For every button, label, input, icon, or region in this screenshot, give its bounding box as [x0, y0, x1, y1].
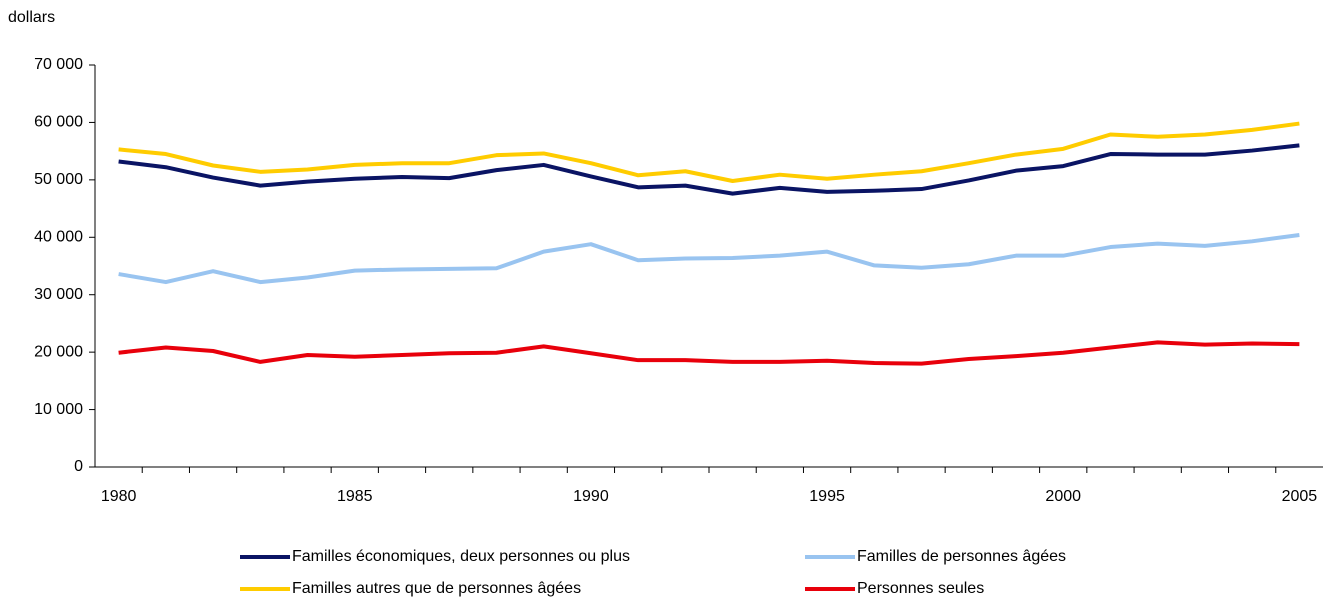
x-tick-label: 1985	[337, 488, 373, 505]
legend-label: Familles autres que de personnes âgées	[292, 580, 581, 597]
y-tick-label: 70 000	[34, 56, 83, 73]
legend-label: Personnes seules	[857, 580, 984, 597]
series-line	[118, 121, 1300, 184]
series-line	[118, 143, 1300, 196]
x-tick-label: 2005	[1282, 488, 1318, 505]
legend-label: Familles de personnes âgées	[857, 548, 1066, 565]
x-tick-label: 1995	[809, 488, 845, 505]
series-line	[118, 233, 1300, 285]
y-tick-label: 20 000	[34, 343, 83, 360]
legend-label: Familles économiques, deux personnes ou …	[292, 548, 630, 565]
x-tick-label: 1990	[573, 488, 609, 505]
y-axis-label: dollars	[8, 9, 55, 26]
y-tick-label: 40 000	[34, 229, 83, 246]
x-tick-label: 2000	[1045, 488, 1081, 505]
series-line	[118, 340, 1300, 366]
y-tick-label: 30 000	[34, 286, 83, 303]
x-tick-label: 1980	[101, 488, 137, 505]
y-tick-label: 60 000	[34, 114, 83, 131]
y-tick-label: 50 000	[34, 171, 83, 188]
y-tick-label: 10 000	[34, 401, 83, 418]
y-tick-label: 0	[74, 458, 83, 475]
